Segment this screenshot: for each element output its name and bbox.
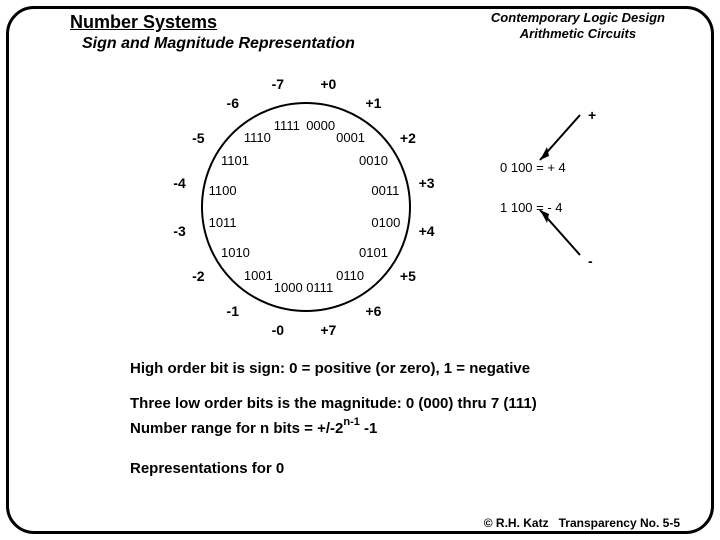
wheel-outer-label: +6 — [365, 303, 381, 319]
footer: © R.H. Katz Transparency No. 5-5 — [484, 516, 680, 530]
wheel-outer-label: -2 — [192, 268, 204, 284]
transparency-no: Transparency No. 5-5 — [559, 516, 680, 530]
wheel-outer-label: +2 — [400, 130, 416, 146]
wheel-inner-label: 1110 — [244, 130, 271, 145]
wheel-inner-label: 1001 — [244, 268, 273, 283]
wheel-inner-label: 1000 — [274, 280, 303, 295]
wheel-inner-label: 0111 — [306, 280, 333, 295]
body-line-3a: Number range for n bits = +/-2 — [130, 420, 343, 437]
wheel-inner-label: 0011 — [371, 183, 399, 198]
wheel-inner-label: 1011 — [209, 215, 237, 230]
body-line-3-sup: n-1 — [343, 416, 360, 428]
wheel-outer-label: +3 — [419, 175, 435, 191]
wheel-outer-label: -5 — [192, 130, 204, 146]
wheel-inner-label: 0000 — [306, 118, 335, 133]
body-line-3: Number range for n bits = +/-2n-1 -1 — [130, 420, 660, 437]
example-positive: 0 100 = + 4 — [500, 160, 566, 175]
wheel-outer-label: -1 — [227, 303, 239, 319]
chapter-title: Arithmetic Circuits — [491, 26, 665, 42]
example-negative: 1 100 = - 4 — [500, 200, 563, 215]
wheel-outer-label: -4 — [173, 175, 185, 191]
wheel-outer-label: +0 — [320, 76, 336, 92]
plus-sign: + — [588, 107, 596, 123]
body-line-3b: -1 — [360, 420, 378, 437]
wheel-outer-label: -6 — [227, 95, 239, 111]
series-title: Contemporary Logic Design — [491, 10, 665, 26]
side-arrows-svg — [500, 105, 660, 275]
wheel-inner-label: 0001 — [336, 130, 365, 145]
wheel-outer-label: -7 — [272, 76, 284, 92]
wheel-inner-label: 1111 — [274, 118, 300, 133]
wheel-outer-label: +5 — [400, 268, 416, 284]
page-subtitle: Sign and Magnitude Representation — [82, 35, 355, 53]
body-line-2: Three low order bits is the magnitude: 0… — [130, 395, 660, 412]
number-wheel-diagram: +0 0000 +1 0001 +2 0010 +3 0011 +4 0100 +5 0101 +6 01… — [150, 75, 460, 335]
wheel-inner-label: 0101 — [359, 245, 388, 260]
wheel-outer-label: +7 — [320, 322, 336, 338]
body-line-4: Representations for 0 — [130, 460, 660, 477]
wheel-inner-label: 1010 — [221, 245, 250, 260]
minus-sign: - — [588, 253, 593, 269]
wheel-inner-label: 0010 — [359, 153, 388, 168]
wheel-inner-label: 0110 — [336, 268, 364, 283]
side-examples: + 0 100 = + 4 1 100 = - 4 - — [500, 105, 660, 275]
header-left: Number Systems Sign and Magnitude Repres… — [70, 12, 355, 53]
wheel-outer-label: -0 — [272, 322, 284, 338]
header-right: Contemporary Logic Design Arithmetic Cir… — [491, 10, 665, 41]
body-line-1: High order bit is sign: 0 = positive (or… — [130, 360, 660, 377]
wheel-outer-label: +4 — [419, 223, 435, 239]
wheel-outer-label: -3 — [173, 223, 185, 239]
page-title: Number Systems — [70, 12, 355, 33]
wheel-inner-label: 0100 — [371, 215, 400, 230]
wheel-inner-label: 1101 — [221, 153, 249, 168]
copyright: © R.H. Katz — [484, 516, 549, 530]
wheel-outer-label: +1 — [365, 95, 381, 111]
wheel-inner-label: 1100 — [209, 183, 237, 198]
